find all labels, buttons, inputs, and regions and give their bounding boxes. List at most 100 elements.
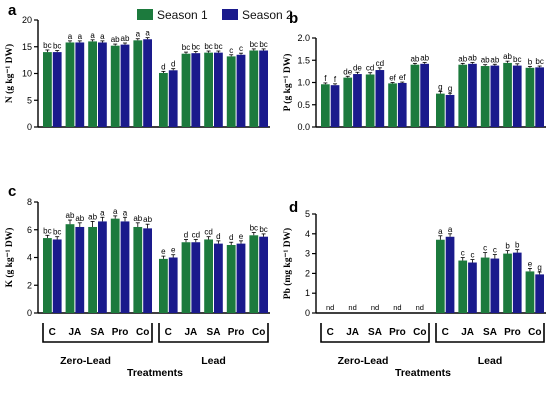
- x-tick-label: Pro: [504, 327, 521, 338]
- bar-2: [52, 52, 62, 127]
- significance-letter: f: [334, 75, 337, 84]
- bar-2: [490, 65, 500, 127]
- significance-letter: bc: [259, 40, 267, 49]
- bar-1: [480, 257, 490, 313]
- bar-2: [52, 239, 62, 313]
- x-tick-label: SA: [368, 327, 382, 338]
- bar-1: [365, 74, 375, 127]
- significance-letter: cd: [366, 64, 374, 73]
- bar-1: [480, 66, 490, 127]
- y-tick-label: 0: [305, 308, 310, 318]
- significance-letter: bc: [214, 42, 222, 51]
- significance-letter: ab: [111, 35, 120, 44]
- bar-1: [388, 83, 397, 127]
- bar-1: [43, 52, 52, 127]
- significance-letter: ab: [121, 34, 130, 43]
- bar-2: [445, 94, 455, 127]
- bar-2: [214, 52, 223, 128]
- significance-letter: de: [343, 67, 352, 76]
- y-tick-label: 5: [27, 95, 32, 105]
- bar-1: [159, 258, 168, 313]
- bar-1: [410, 64, 420, 127]
- bar-2: [468, 262, 477, 313]
- y-tick-label: 2: [27, 280, 32, 290]
- y-tick-label: 0.5: [297, 100, 310, 110]
- x-tick-label: C: [49, 327, 56, 338]
- bar-2: [445, 236, 455, 313]
- significance-letter: a: [68, 32, 73, 41]
- bar-2: [259, 236, 268, 313]
- y-tick-label: 10: [22, 69, 32, 79]
- y-tick-label: 2.0: [297, 33, 310, 43]
- panel-letter: c: [8, 183, 16, 200]
- bar-1: [43, 238, 52, 313]
- nd-label: nd: [416, 303, 424, 312]
- bar-2: [98, 42, 107, 127]
- x-tick-label: SA: [483, 327, 497, 338]
- bar-1: [503, 253, 512, 313]
- y-tick-label: 4: [305, 229, 310, 239]
- significance-letter: bc: [250, 224, 258, 233]
- significance-letter: d: [171, 60, 175, 69]
- bar-2: [120, 44, 130, 127]
- x-tick-label: C: [442, 327, 449, 338]
- bar-2: [168, 257, 178, 313]
- bar-2: [236, 54, 246, 127]
- significance-letter: b: [528, 57, 533, 66]
- bar-1: [133, 226, 143, 313]
- significance-letter: bc: [535, 57, 543, 66]
- panel-letter: b: [289, 10, 298, 27]
- y-tick-label: 20: [22, 15, 32, 25]
- bar-2: [259, 50, 268, 128]
- x-axis-label: Treatments: [395, 367, 451, 379]
- nd-label: nd: [393, 303, 401, 312]
- nd-label: nd: [326, 303, 334, 312]
- significance-letter: cd: [204, 228, 212, 237]
- significance-letter: ef: [389, 74, 396, 83]
- bar-2: [75, 42, 85, 127]
- significance-letter: a: [100, 208, 105, 217]
- bar-2: [143, 39, 152, 128]
- significance-letter: ab: [66, 211, 75, 220]
- significance-letter: ab: [410, 54, 419, 63]
- significance-letter: c: [239, 44, 243, 53]
- y-axis-label: P (g kg⁻¹ DW): [282, 54, 293, 112]
- significance-letter: de: [353, 63, 362, 72]
- significance-letter: a: [145, 29, 150, 38]
- bar-1: [249, 50, 259, 128]
- group-label: Zero-Lead: [60, 355, 111, 367]
- nd-label: nd: [371, 303, 379, 312]
- significance-letter: a: [100, 32, 105, 41]
- bar-1: [249, 235, 259, 313]
- significance-letter: b: [515, 241, 520, 250]
- y-tick-label: 1: [305, 288, 310, 298]
- significance-letter: bc: [43, 226, 51, 235]
- significance-letter: d: [229, 233, 233, 242]
- significance-letter: g: [438, 82, 442, 91]
- significance-letter: ab: [458, 54, 467, 63]
- bar-2: [236, 243, 246, 313]
- significance-letter: a: [78, 32, 83, 41]
- significance-letter: bc: [204, 42, 212, 51]
- significance-letter: e: [161, 247, 166, 256]
- x-tick-label: JA: [185, 327, 198, 338]
- significance-letter: c: [470, 251, 474, 260]
- legend-swatch-1: [137, 9, 153, 20]
- significance-letter: d: [216, 232, 220, 241]
- significance-letter: c: [229, 46, 233, 55]
- significance-letter: a: [90, 31, 95, 40]
- y-tick-label: 1.5: [297, 55, 310, 65]
- significance-letter: bc: [53, 41, 61, 50]
- significance-letter: a: [448, 225, 453, 234]
- bar-1: [321, 84, 330, 127]
- y-tick-label: 4: [27, 253, 32, 263]
- significance-letter: ab: [133, 214, 142, 223]
- bar-1: [181, 53, 191, 127]
- x-tick-label: C: [165, 327, 172, 338]
- y-tick-label: 1.0: [297, 78, 310, 88]
- significance-letter: d: [184, 230, 188, 239]
